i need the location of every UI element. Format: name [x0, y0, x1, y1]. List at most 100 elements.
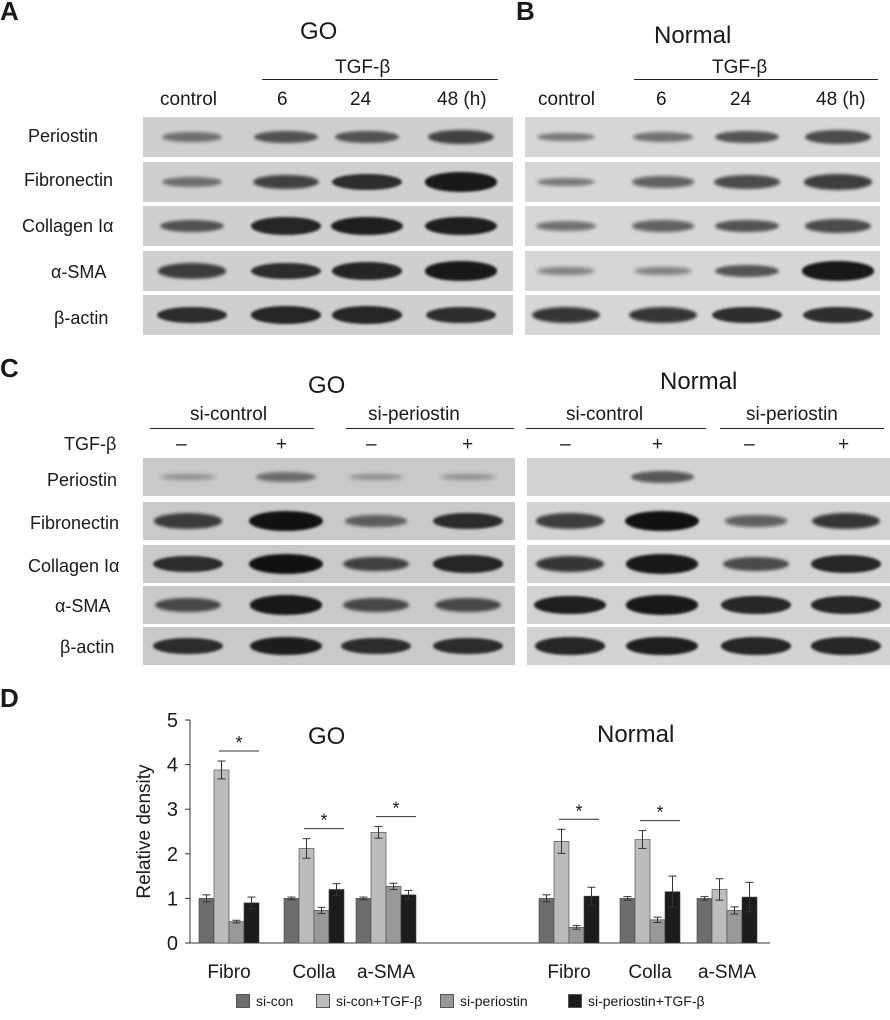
significance-mark: *: [235, 733, 242, 753]
panel-a-treatment-label: TGF-β: [335, 57, 391, 78]
panel-b-band: [805, 219, 871, 233]
x-tick-label: a-SMA: [357, 962, 415, 983]
panel-b-band: [712, 306, 782, 324]
panel-c-normal-strip: [527, 586, 890, 624]
panel-b-lane-label: control: [538, 89, 596, 110]
panel-c-go-band: [250, 636, 322, 656]
panel-b-band: [632, 220, 694, 232]
legend-label: si-periostin: [460, 993, 528, 1009]
panel-b-band: [632, 176, 694, 188]
panel-a-band: [425, 216, 497, 236]
panel-a-strip: [143, 206, 513, 246]
panel-c-go-band: [432, 555, 504, 573]
panel-c-normal-title: Normal: [660, 368, 738, 395]
legend-item: si-con: [236, 993, 293, 1009]
panel-a-band: [158, 263, 226, 279]
panel-c-normal-band: [535, 556, 605, 572]
panel-c-group-label: si-periostin: [746, 404, 838, 425]
panel-c-normal-band: [630, 471, 694, 483]
bar: [328, 889, 345, 944]
panel-c-go-band: [440, 474, 496, 480]
panel-a-band: [424, 261, 498, 281]
panel-c-row-label: Periostin: [47, 470, 118, 490]
panel-b-lane-label: 24: [730, 89, 752, 110]
panel-a-lane-label: 48 (h): [437, 89, 487, 110]
legend-item: si-con+TGF-β: [316, 993, 422, 1009]
panel-a-band: [424, 172, 498, 192]
panel-c-go-band: [249, 595, 323, 615]
panel-b-band: [714, 264, 780, 278]
panel-b-band: [801, 261, 875, 281]
panel-a-band: [332, 173, 402, 191]
panel-c-normal-strip: [527, 627, 890, 665]
panel-c-go-band: [343, 598, 409, 612]
panel-b-letter: B: [516, 0, 535, 26]
panel-c-go-band: [341, 637, 411, 655]
panel-c-normal-band: [811, 513, 881, 529]
panel-c-go-band: [153, 637, 223, 655]
panel-c-go-strip: [143, 458, 515, 496]
panel-c-sign: –: [560, 434, 571, 455]
panel-a-strip: [143, 162, 513, 202]
panel-b-band: [537, 267, 595, 275]
x-tick-label: Colla: [292, 962, 336, 983]
panel-a-lane-label: 6: [277, 89, 288, 110]
x-tick-label: a-SMA: [698, 962, 756, 983]
bar: [385, 886, 402, 944]
panel-b-treatment-line: [634, 79, 878, 80]
y-axis-label: Relative density: [134, 764, 155, 899]
panel-b-strip: [525, 206, 880, 246]
panel-c-normal-band: [625, 554, 699, 574]
panel-c-group-label: si-periostin: [368, 404, 460, 425]
panel-c-go-band: [348, 474, 404, 480]
panel-c-sign: –: [366, 434, 377, 455]
panel-a-band: [157, 306, 227, 324]
bar: [634, 839, 651, 944]
panel-b-band: [634, 267, 692, 275]
panel-d-chart: 0 1 2 3 4 5 Relative density GO Normal Fibro Colla…: [134, 710, 770, 983]
panel-a-strip: [143, 295, 513, 335]
panel-a-row-label: β-actin: [54, 308, 109, 328]
panel-a-title: GO: [300, 18, 338, 45]
panel-c-row-label: Fibronectin: [30, 513, 120, 533]
panel-a-band: [253, 130, 319, 144]
panel-c-row-label: β-actin: [60, 637, 115, 657]
panel-c-go-band: [345, 515, 407, 527]
panel-c-go-band: [435, 598, 501, 612]
bar: [355, 898, 372, 944]
panel-c-go-band: [153, 555, 223, 573]
panel-b-band: [714, 175, 780, 189]
panel-a-lane-label: 24: [350, 89, 372, 110]
panel-a-treatment-line: [262, 79, 498, 80]
panel-c-go-band: [256, 472, 316, 482]
panel-c-group-line: [346, 428, 514, 429]
chart-title-go: GO: [308, 723, 345, 750]
panel-c-normal-strip: [527, 502, 890, 540]
panel-b-band: [536, 132, 596, 142]
panel-c-normal-band: [534, 637, 606, 655]
panel-b-band: [803, 306, 873, 324]
y-tick-label: 0: [167, 933, 178, 955]
y-tick-label: 4: [167, 755, 178, 777]
panel-a-row-label: Periostin: [28, 126, 99, 146]
x-tick-label: Fibro: [207, 962, 250, 983]
panel-b-band: [628, 307, 698, 323]
panel-b-band: [536, 221, 596, 231]
x-tick-label: Fibro: [547, 962, 590, 983]
panel-c-go-strip: [143, 586, 515, 624]
panel-c-normal-band: [810, 596, 882, 614]
panel-c-normal-strip: [527, 458, 890, 496]
panel-c-group-line: [526, 428, 706, 429]
bar: [213, 769, 230, 944]
panel-a-band: [331, 262, 403, 280]
panel-c-normal-strip: [527, 545, 890, 583]
panel-b-band: [805, 130, 871, 144]
bar: [283, 898, 300, 944]
panel-a-band: [251, 262, 321, 280]
legend-swatch: [568, 994, 582, 1008]
panel-c-sign: +: [838, 434, 850, 455]
panel-c-normal-band: [810, 555, 882, 573]
panel-a-strip: [143, 117, 513, 157]
x-tick-label: Colla: [628, 962, 672, 983]
bar: [298, 848, 315, 944]
